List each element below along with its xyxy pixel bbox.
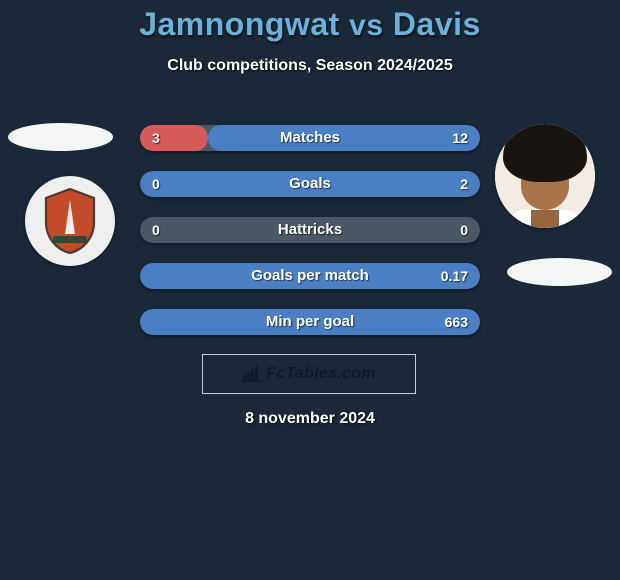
stat-value-right: 663	[445, 309, 468, 335]
date-label: 8 november 2024	[0, 410, 620, 428]
stat-value-right: 0.17	[441, 263, 468, 289]
stat-row: Goals per match0.17	[140, 263, 480, 289]
page-title: Jamnongwat vs Davis	[0, 6, 620, 43]
title-vs: vs	[349, 9, 383, 42]
right-player-avatar	[495, 124, 595, 228]
title-player2: Davis	[393, 6, 481, 42]
stat-label: Goals per match	[140, 263, 480, 289]
stat-row: 0Hattricks0	[140, 217, 480, 243]
subtitle: Club competitions, Season 2024/2025	[0, 57, 620, 75]
right-name-oval	[507, 258, 612, 286]
stat-row: 3Matches12	[140, 125, 480, 151]
stats-container: 3Matches120Goals20Hattricks0Goals per ma…	[140, 125, 480, 355]
avatar	[495, 124, 595, 228]
left-name-oval	[8, 123, 113, 151]
shield-icon	[43, 188, 97, 254]
comparison-card: Jamnongwat vs Davis Club competitions, S…	[0, 0, 620, 580]
stat-value-right: 2	[460, 171, 468, 197]
stat-value-right: 12	[452, 125, 468, 151]
brand-box[interactable]: FcTables.com	[202, 354, 416, 394]
brand-logo: FcTables.com	[242, 365, 376, 383]
stat-label: Hattricks	[140, 217, 480, 243]
stat-label: Min per goal	[140, 309, 480, 335]
stat-row: Min per goal663	[140, 309, 480, 335]
stat-label: Goals	[140, 171, 480, 197]
stat-row: 0Goals2	[140, 171, 480, 197]
left-club-badge	[25, 176, 115, 266]
title-player1: Jamnongwat	[139, 6, 340, 42]
brand-text: FcTables.com	[266, 365, 376, 383]
bars-icon	[242, 366, 262, 382]
stat-label: Matches	[140, 125, 480, 151]
stat-value-right: 0	[460, 217, 468, 243]
